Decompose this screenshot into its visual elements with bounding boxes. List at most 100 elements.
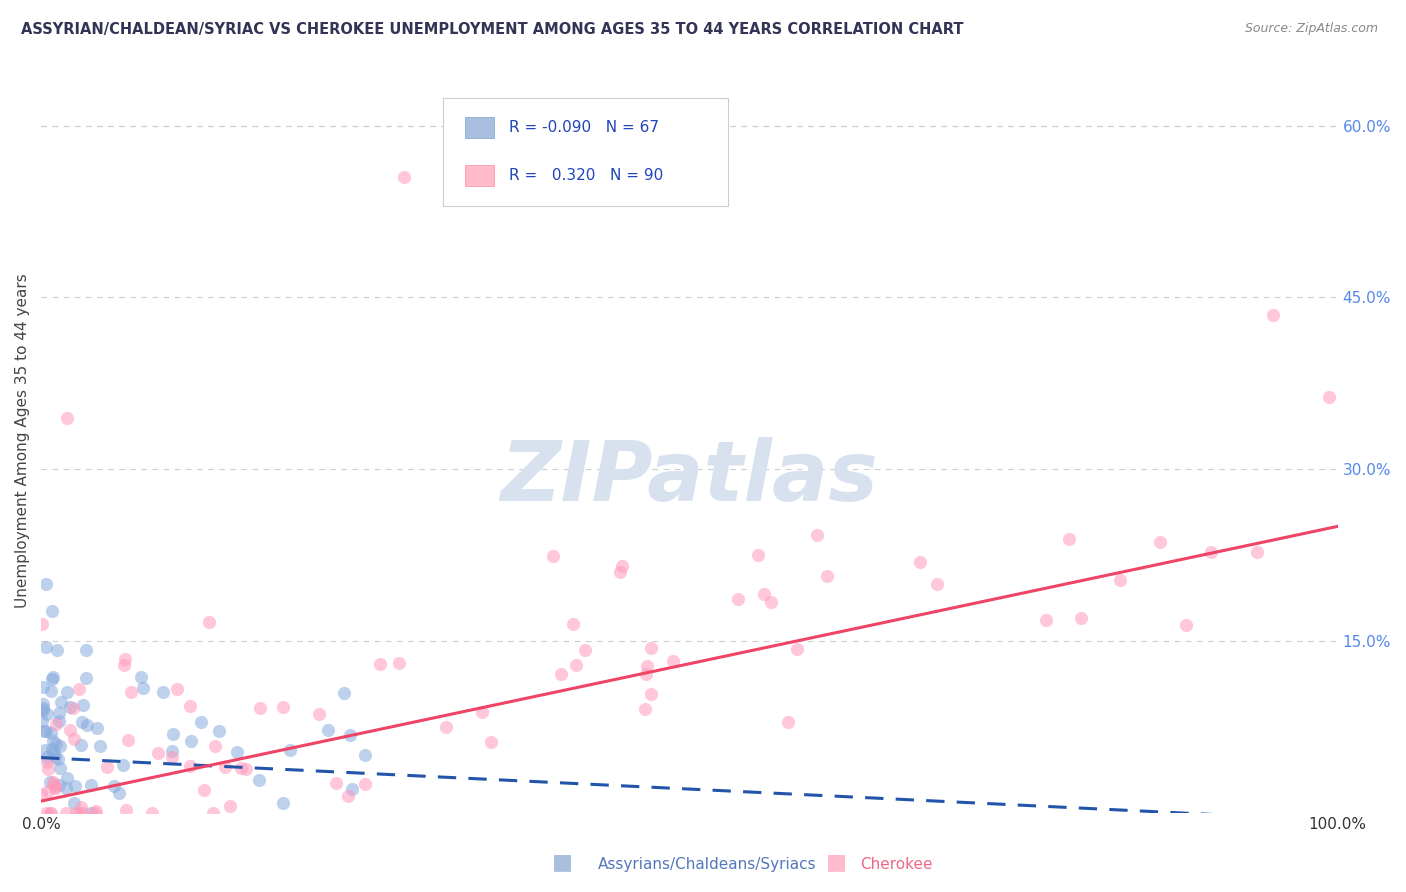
Point <box>332 686 354 700</box>
Point <box>193 783 215 797</box>
Point <box>84 805 107 819</box>
Point <box>46 752 69 766</box>
Point <box>1261 308 1284 322</box>
Point <box>34 723 56 738</box>
Point <box>120 685 142 699</box>
Point <box>354 748 377 763</box>
Point <box>271 700 294 714</box>
Point <box>75 643 97 657</box>
Point <box>1174 618 1197 632</box>
Point <box>434 720 457 734</box>
Point <box>44 780 66 795</box>
Point <box>59 700 82 714</box>
Point <box>37 762 59 776</box>
Point <box>214 760 236 774</box>
Point <box>41 672 63 686</box>
Text: ■: ■ <box>553 853 572 872</box>
Point <box>55 771 77 785</box>
Point <box>70 800 93 814</box>
Point <box>316 723 339 737</box>
Point <box>41 742 63 756</box>
Point <box>925 576 948 591</box>
Point <box>32 701 55 715</box>
Point <box>271 796 294 810</box>
Point <box>35 576 58 591</box>
Point <box>44 777 66 791</box>
Point <box>31 616 53 631</box>
Point <box>63 779 86 793</box>
Point <box>574 642 596 657</box>
Point <box>179 699 201 714</box>
Point <box>42 774 65 789</box>
Point <box>471 705 494 719</box>
Point <box>42 746 65 760</box>
Point <box>39 775 62 789</box>
Point <box>35 640 58 654</box>
Point <box>49 761 72 775</box>
Point <box>249 700 271 714</box>
Point <box>76 718 98 732</box>
Point <box>103 780 125 794</box>
Point <box>1070 611 1092 625</box>
Point <box>72 698 94 713</box>
Point <box>786 642 808 657</box>
Point <box>75 671 97 685</box>
Point <box>55 685 77 699</box>
Point <box>325 776 347 790</box>
Bar <box>465 165 494 186</box>
Text: Source: ZipAtlas.com: Source: ZipAtlas.com <box>1244 22 1378 36</box>
Point <box>48 714 70 729</box>
Point <box>226 745 249 759</box>
Point <box>550 666 572 681</box>
Point <box>67 805 90 820</box>
Point <box>89 739 111 754</box>
Point <box>80 805 103 820</box>
Text: Cherokee: Cherokee <box>860 857 934 872</box>
Point <box>340 782 363 797</box>
Point <box>67 681 90 696</box>
Point <box>39 684 62 698</box>
Point <box>752 587 775 601</box>
Point <box>59 723 82 737</box>
Point <box>152 685 174 699</box>
Point <box>561 616 583 631</box>
Point <box>354 777 377 791</box>
Point <box>41 725 63 739</box>
Point <box>38 805 60 820</box>
Text: Assyrians/Chaldeans/Syriacs: Assyrians/Chaldeans/Syriacs <box>598 857 815 872</box>
Point <box>34 743 56 757</box>
Point <box>1109 573 1132 587</box>
Point <box>541 549 564 564</box>
Point <box>83 805 105 820</box>
Point <box>49 739 72 753</box>
Point <box>129 670 152 684</box>
Point <box>1199 544 1222 558</box>
Point <box>63 732 86 747</box>
Point <box>44 749 66 764</box>
Point <box>114 652 136 666</box>
Bar <box>465 117 494 137</box>
Point <box>1035 614 1057 628</box>
Point <box>202 805 225 820</box>
Point <box>198 615 221 630</box>
Point <box>479 735 502 749</box>
Point <box>1149 534 1171 549</box>
Point <box>65 805 87 820</box>
Point <box>180 734 202 748</box>
Point <box>759 595 782 609</box>
Point <box>179 759 201 773</box>
Point <box>96 760 118 774</box>
Point <box>132 681 155 695</box>
Point <box>48 706 70 720</box>
Y-axis label: Unemployment Among Ages 35 to 44 years: Unemployment Among Ages 35 to 44 years <box>15 273 30 608</box>
Point <box>634 702 657 716</box>
Point <box>908 555 931 569</box>
Point <box>108 786 131 800</box>
Point <box>111 758 134 772</box>
Point <box>35 756 58 770</box>
Point <box>747 548 769 562</box>
Point <box>141 805 163 820</box>
Text: ■: ■ <box>827 853 846 872</box>
Point <box>208 723 231 738</box>
Point <box>339 728 361 742</box>
